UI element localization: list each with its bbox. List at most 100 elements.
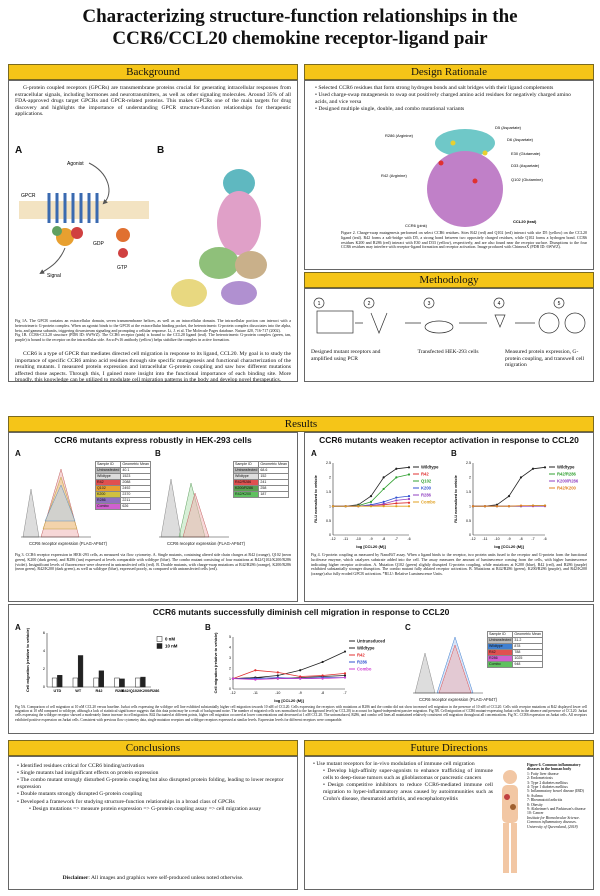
y-tick-label: 1	[229, 677, 231, 681]
legend-label: Wildtype	[357, 646, 375, 651]
x-tick-label: -7	[395, 537, 398, 541]
y-tick-label: 1	[329, 504, 331, 508]
background-paragraph-1: G-protein coupled receptors (GPCRs) are …	[15, 85, 291, 118]
data-point	[407, 501, 411, 504]
y-tick-label: 1	[469, 504, 471, 508]
category-label: R286	[115, 689, 124, 693]
expression-table-b: Sample ID Geometric Mean Untransfected 68.…	[232, 461, 289, 498]
y-tick-label: 0	[43, 685, 45, 689]
figure-6-legend: Figure 6. Common inflammatory diseases i…	[527, 763, 589, 829]
figure-1b-caption: Fig 1B. CCR6-CCL20 structure (PDB ID: 6W…	[15, 332, 291, 343]
flow-x-axis-a: CCR6 receptor expression (FLAG-AF647)	[29, 541, 107, 546]
data-point	[382, 502, 385, 505]
data-point	[495, 505, 499, 508]
x-tick-label: -9	[507, 537, 510, 541]
bar	[93, 677, 99, 688]
disease-item: 7: Rheumatoid arthritis	[527, 798, 563, 803]
bar	[51, 677, 58, 688]
data-point	[382, 487, 385, 491]
data-point	[299, 675, 302, 678]
data-point	[254, 669, 257, 672]
ccr6-ccl20-structure	[171, 169, 267, 307]
conclusion-sub-bullet: • Design mutations => measure protein ex…	[29, 805, 262, 812]
category-label: R42/Q102/K200/R286	[122, 689, 160, 693]
residue-label: R42 (Arginine)	[381, 173, 407, 178]
design-rationale-header: Design Rationale	[304, 64, 594, 80]
design-bullet: • Selected CCR6 residues that form stron…	[315, 85, 554, 91]
disease-item: 10: Cancer	[527, 811, 544, 816]
data-point	[395, 505, 398, 508]
x-tick-label: -7	[343, 691, 346, 695]
activation-chart-b: -12 -11 -10 -9 -8 -7 -6 0 0.5 1 1.5 2 2.5 log [CCL20 …	[454, 461, 579, 549]
residue-label: D6 (Aspartate)	[507, 137, 534, 142]
legend-label: R42/K200	[557, 486, 577, 491]
y-tick-label: 2.5	[326, 461, 331, 465]
data-point	[395, 502, 398, 505]
gpcr-label: GPCR	[21, 193, 36, 199]
x-axis-label: log [CCL20 (M)]	[356, 544, 386, 549]
legend-label: R286	[357, 660, 368, 665]
y-tick-label: 0	[229, 687, 231, 691]
background-panel: G-protein coupled receptors (GPCRs) are …	[8, 80, 298, 383]
y-tick-label: 1.5	[326, 490, 331, 494]
data-point	[395, 496, 398, 499]
y-axis-label: Cell migration (relative to vehicle)	[25, 627, 30, 692]
x-tick-label: -8	[382, 537, 385, 541]
step-number: 2	[368, 301, 371, 307]
disease-item: 9: Alzheimer's and Parkinson's disease	[527, 807, 586, 812]
figure-5c-label: C	[405, 623, 411, 632]
category-label: WT	[75, 689, 82, 693]
legend-label: 0 nM	[165, 637, 175, 642]
design-bullet: • Designed multiple single, double, and …	[315, 106, 465, 113]
future-directions-panel: • Use mutant receptors for in-vivo modul…	[304, 756, 594, 890]
residue-label: Q102 (Glutamine)	[511, 177, 543, 182]
y-tick-label: 2	[469, 476, 471, 480]
step-number: 3	[428, 301, 431, 307]
expression-panel: CCR6 mutants express robustly in HEK-293…	[8, 432, 298, 602]
disease-item: 5: Inflammatory bowel disease (IBD)	[527, 789, 584, 794]
disease-item: 1: Fatty liver disease	[527, 771, 559, 776]
y-tick-label: 0.5	[466, 519, 471, 523]
legend-label: K200	[421, 486, 432, 491]
migration-line-chart: -12 -11 -10 -9 -8 -7 0 1 2 3 4 5 log [CCL20 (M)] Cell…	[214, 632, 386, 703]
x-tick-label: -11	[253, 691, 258, 695]
legend-label: R42	[357, 653, 365, 658]
figure-6-source: Institute for Biomolecular Science. Comm…	[527, 815, 580, 829]
step-number: 4	[498, 301, 501, 307]
series-line	[473, 466, 546, 507]
design-rationale-panel: • Selected CCR6 residues that form stron…	[304, 80, 594, 270]
category-label: R42	[96, 689, 103, 693]
data-point	[369, 500, 373, 503]
bar	[77, 655, 84, 688]
data-point	[299, 669, 302, 672]
x-tick-label: -10	[356, 537, 361, 541]
category-label: UTD	[53, 689, 61, 693]
residue-label: CCL20 (teal)	[513, 219, 537, 224]
data-point	[531, 504, 535, 507]
bar	[72, 677, 78, 688]
y-tick-label: 6	[43, 631, 45, 635]
data-point	[395, 476, 398, 479]
figure-4b-label: B	[451, 449, 457, 458]
background-header: Background	[8, 64, 298, 80]
x-tick-label: -6	[407, 537, 410, 541]
legend-label: Q102	[421, 479, 432, 484]
y-tick-label: 1.5	[466, 490, 471, 494]
step-number: 1	[318, 301, 321, 307]
x-tick-label: -10	[494, 537, 499, 541]
series-line	[232, 651, 346, 679]
data-point	[483, 505, 487, 508]
legend-swatch	[156, 636, 163, 642]
data-point	[357, 505, 360, 508]
conclusion-bullet: • Double mutants strongly disrupted G-pr…	[17, 791, 143, 798]
figure-5a-label: A	[15, 623, 21, 632]
expression-table-a: Sample ID Geometric Mean Untransfected 40.…	[94, 461, 151, 510]
data-point	[407, 505, 411, 508]
x-tick-label: -12	[470, 537, 475, 541]
bar	[140, 676, 146, 688]
y-axis-label: RLU normalized to vehicle	[454, 475, 458, 522]
data-point	[331, 505, 335, 508]
series-line	[232, 677, 346, 681]
legend-swatch	[156, 643, 163, 649]
legend-label: Untransduced	[357, 639, 386, 644]
